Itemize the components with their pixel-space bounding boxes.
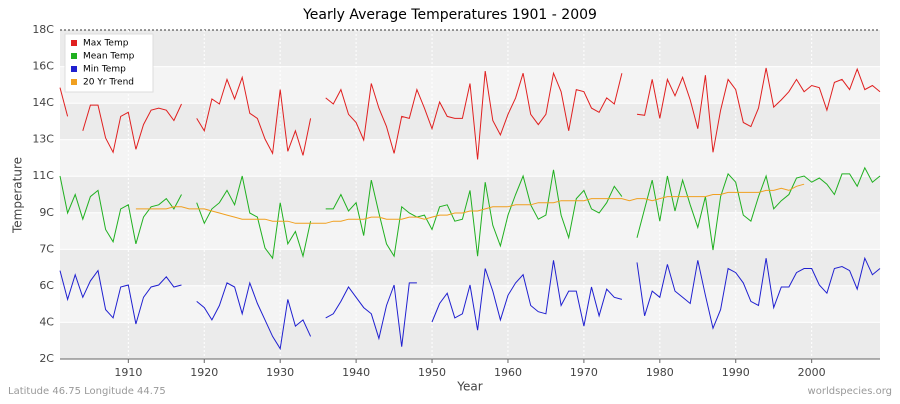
x-tick-label: 1910: [114, 366, 142, 379]
plot-band: [60, 30, 880, 67]
y-tick-label: 14C: [32, 96, 54, 109]
x-tick-label: 1940: [342, 366, 370, 379]
legend-label: Mean Temp: [83, 52, 135, 62]
x-tick-label: 1950: [418, 366, 446, 379]
series-line: [59, 256, 881, 351]
y-axis-label: Temperature: [11, 157, 25, 234]
x-tick-label: 1980: [646, 366, 674, 379]
x-tick-label: 1930: [266, 366, 294, 379]
y-tick-label: 11C: [32, 169, 54, 182]
series-line: [59, 166, 881, 260]
legend-label: Max Temp: [83, 39, 129, 49]
plot-band: [60, 139, 880, 177]
x-tick-label: 1920: [190, 366, 218, 379]
legend-swatch: [71, 53, 77, 59]
footer-right: worldspecies.org: [808, 386, 892, 397]
plot-band: [60, 285, 880, 323]
legend-swatch: [71, 79, 77, 85]
footer-left: Latitude 46.75 Longitude 44.75: [8, 386, 166, 397]
x-tick-label: 1970: [570, 366, 598, 379]
legend-label: 20 Yr Trend: [83, 78, 134, 88]
y-tick-label: 7C: [39, 242, 54, 255]
series-line: [135, 183, 805, 224]
legend-label: Min Temp: [83, 65, 126, 75]
chart-title: Yearly Average Temperatures 1901 - 2009: [302, 7, 597, 23]
y-tick-label: 4C: [39, 315, 54, 328]
y-tick-label: 9C: [39, 206, 54, 219]
plot-band: [60, 103, 880, 140]
plot-band: [60, 322, 880, 359]
legend-swatch: [71, 40, 77, 46]
x-axis-label: Year: [456, 380, 482, 394]
x-tick-label: 1990: [722, 366, 750, 379]
x-tick-label: 2000: [798, 366, 826, 379]
series-line: [59, 67, 881, 160]
y-tick-label: 2C: [39, 352, 54, 365]
y-tick-label: 13C: [32, 133, 54, 146]
legend-swatch: [71, 66, 77, 72]
plot-band: [60, 212, 880, 250]
y-tick-label: 18C: [32, 23, 54, 36]
x-tick-label: 1960: [494, 366, 522, 379]
legend-box: [64, 33, 154, 93]
plot-band: [60, 249, 880, 286]
y-tick-label: 6C: [39, 279, 54, 292]
y-tick-label: 16C: [32, 60, 54, 73]
